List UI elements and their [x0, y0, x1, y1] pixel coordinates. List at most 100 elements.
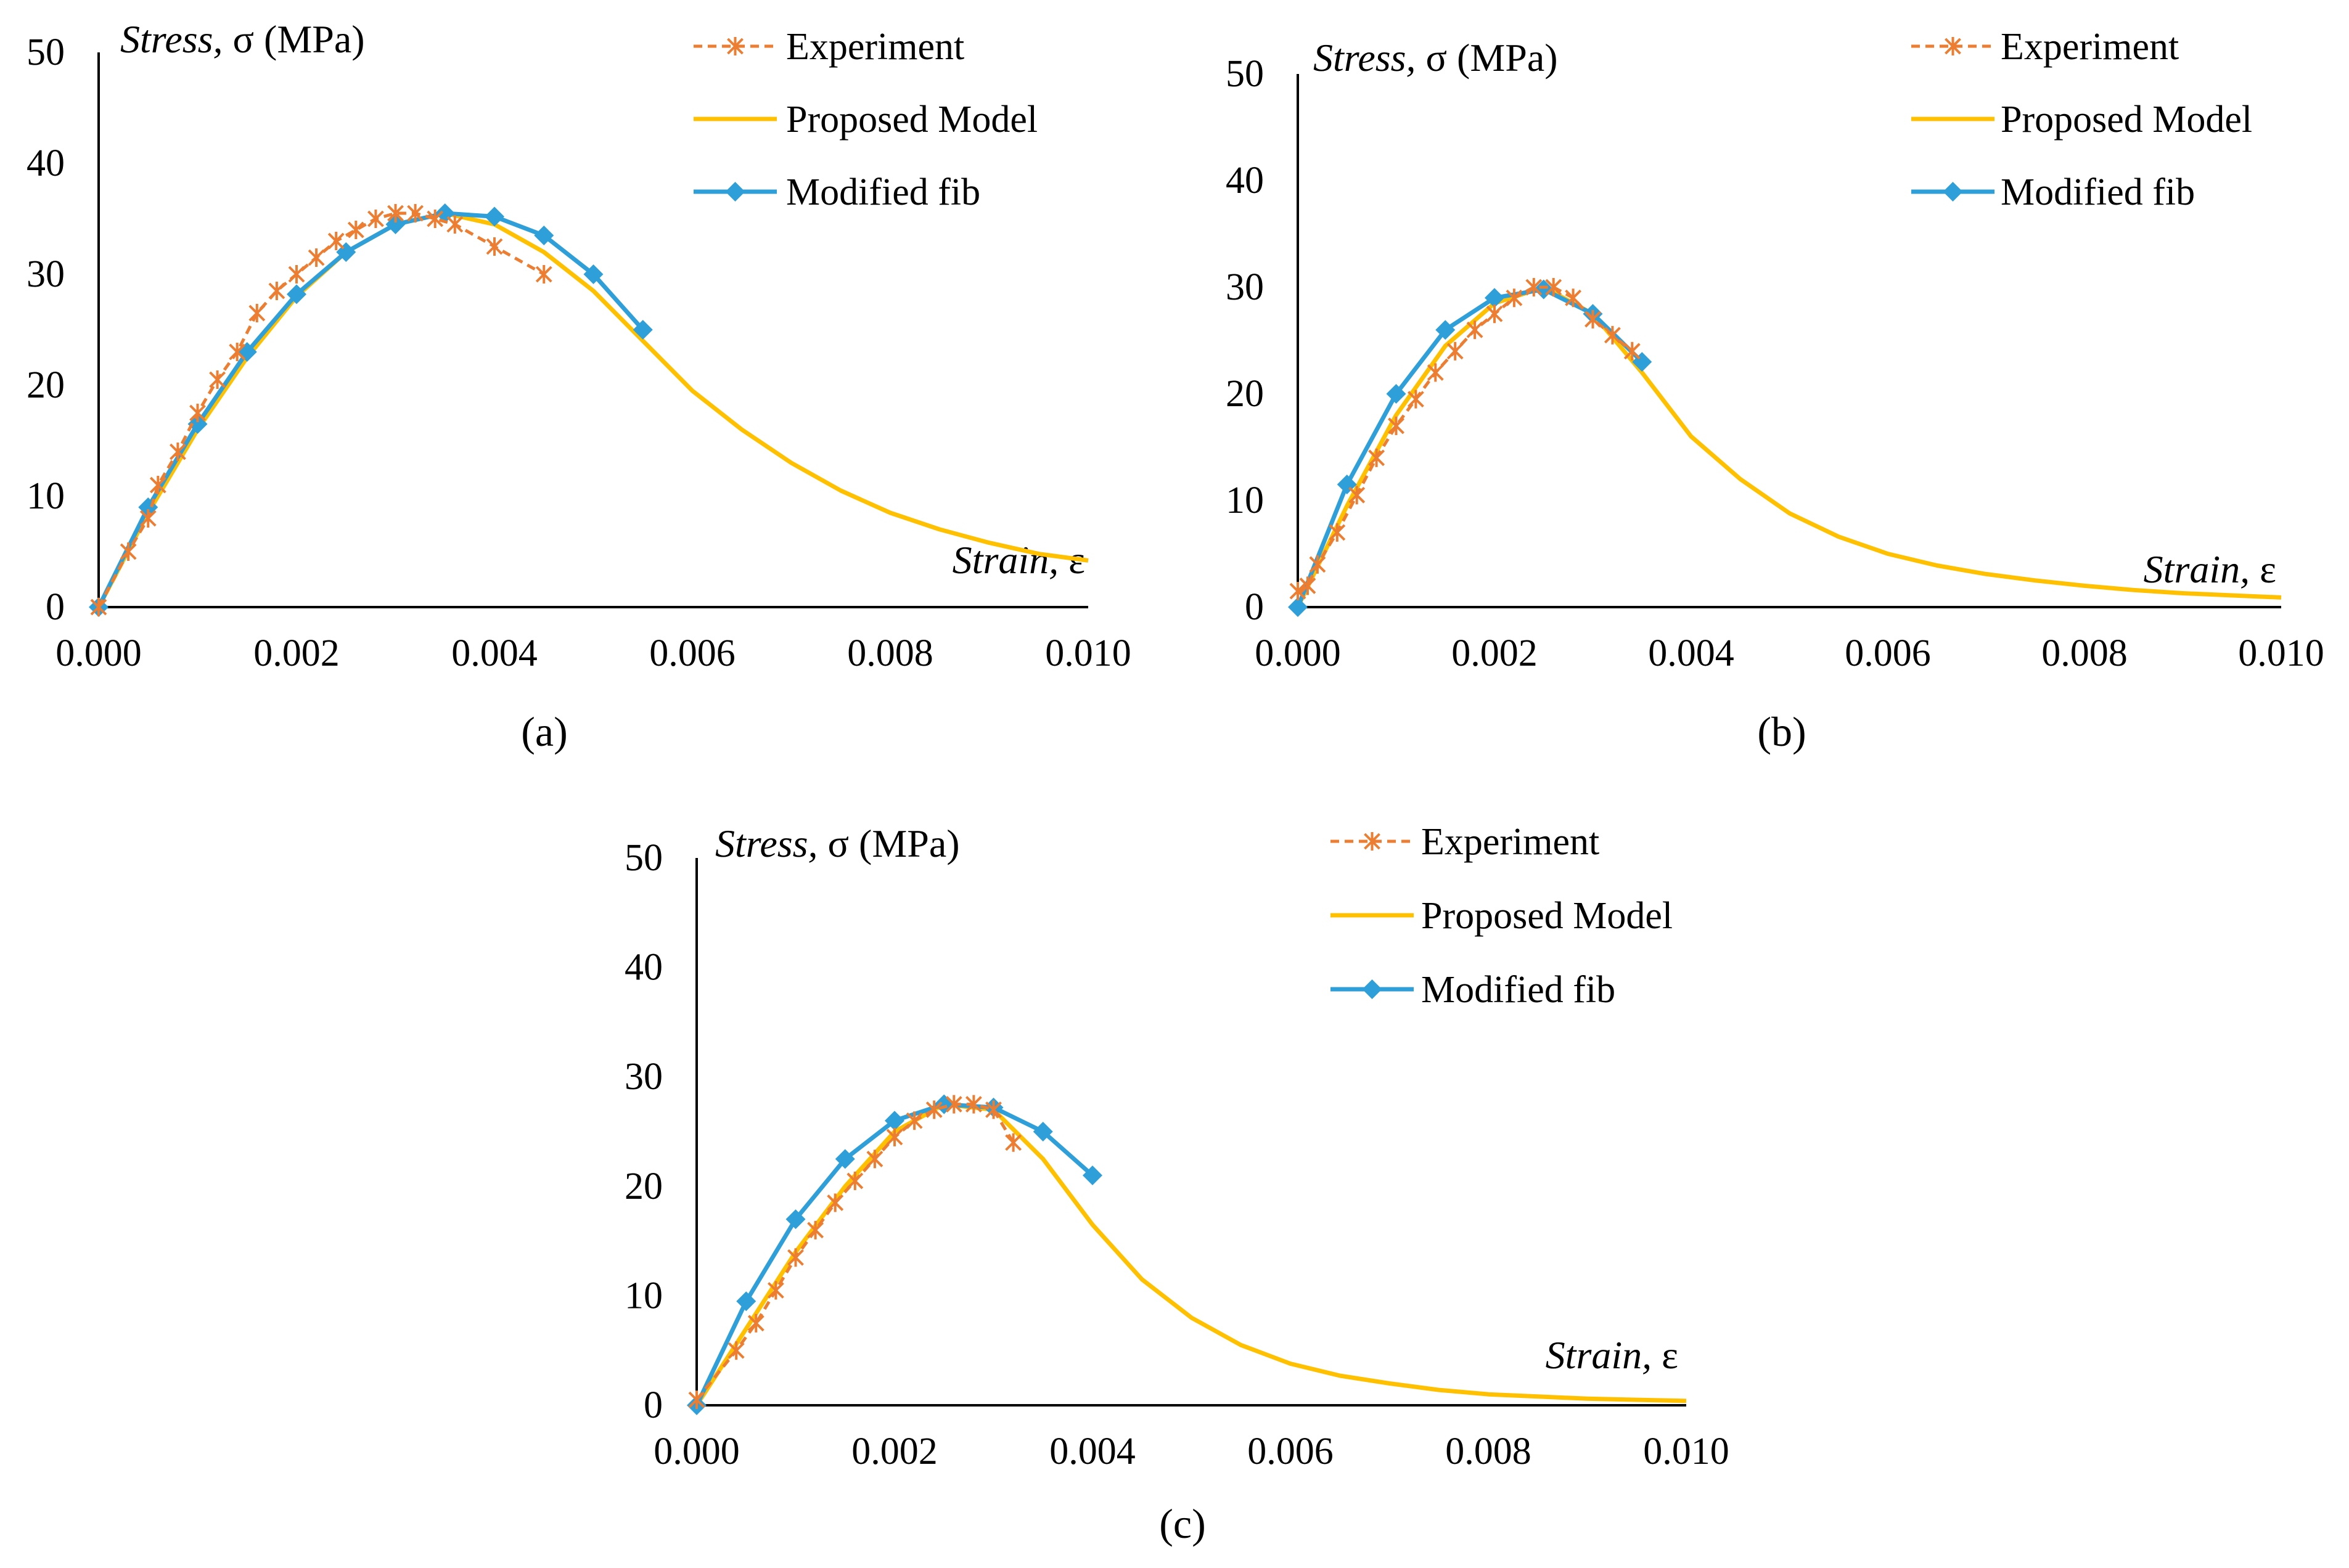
experiment-point — [288, 265, 305, 284]
legend-modified-label: Modified fib — [786, 171, 980, 213]
y-tick-label: 0 — [644, 1384, 663, 1426]
x-tick-label: 0.002 — [253, 632, 340, 674]
experiment-point — [1329, 523, 1346, 542]
modified-fib-point — [835, 1149, 855, 1169]
experiment-point — [1407, 390, 1424, 409]
y-tick-label: 0 — [1245, 586, 1264, 628]
experiment-point — [1005, 1133, 1022, 1152]
experiment-point — [728, 1341, 745, 1360]
experiment-point — [886, 1127, 903, 1146]
experiment-point — [747, 1313, 765, 1333]
panel-label: (b) — [1757, 708, 1806, 755]
legend-experiment-label: Experiment — [2001, 26, 2179, 68]
legend-experiment-label: Experiment — [1421, 821, 1599, 863]
legend-modified-fib-marker — [725, 182, 745, 202]
modified-fib-point — [1533, 279, 1554, 300]
modified-fib-point — [485, 206, 504, 227]
modified-fib-point — [583, 264, 604, 284]
x-tick-label: 0.008 — [847, 632, 933, 674]
y-tick-label: 50 — [625, 837, 663, 879]
y-tick-label: 40 — [625, 947, 663, 989]
modified-fib-point — [885, 1111, 904, 1131]
legend-modified-fib-marker — [1943, 182, 1963, 202]
legend: Experiment Proposed Model Modified fib — [1330, 821, 1673, 1011]
x-tick-label: 0.010 — [1643, 1431, 1729, 1472]
y-tick-label: 40 — [27, 142, 65, 184]
x-tick-label: 0.008 — [2041, 632, 2128, 674]
experiment-point — [945, 1095, 962, 1114]
y-tick-label: 30 — [1226, 266, 1264, 308]
panel-a: 0 10 20 30 40 50 0.000 0.002 0.004 0.006 0.008 0.01… — [27, 17, 1131, 755]
experiment-point — [1506, 288, 1523, 308]
experiment-point — [1565, 288, 1582, 308]
experiment-point — [387, 204, 404, 223]
experiment-point — [866, 1149, 883, 1169]
legend: Experiment Proposed Model Modified fib — [694, 26, 1038, 213]
proposed-series-line — [1295, 285, 2282, 608]
experiment-point — [209, 370, 226, 389]
experiment-point — [827, 1193, 844, 1212]
modified-series-line — [1295, 287, 1644, 608]
x-axis-title: Strain, ε — [2144, 547, 2276, 591]
experiment-point — [486, 237, 503, 256]
x-tick-label: 0.000 — [55, 632, 142, 674]
experiment-point — [1427, 363, 1444, 382]
experiment-point — [688, 1390, 705, 1410]
y-tick-label: 50 — [1226, 53, 1264, 95]
modified-fib-point — [736, 1291, 756, 1312]
panel-c: 0 10 20 30 40 50 0.000 0.002 0.004 0.006 0.008 0.01… — [625, 821, 1729, 1547]
experiment-point — [120, 542, 137, 561]
experiment-point — [906, 1111, 923, 1130]
modified-fib-point — [534, 226, 554, 245]
modified-fib-point — [785, 1209, 806, 1230]
x-tick-label: 0.006 — [1845, 632, 1931, 674]
x-tick-label: 0.008 — [1445, 1431, 1531, 1472]
experiment-point — [1368, 448, 1385, 467]
x-tick-label: 0.004 — [1049, 1431, 1136, 1472]
y-tick-label: 10 — [1226, 480, 1264, 521]
experiment-point — [327, 232, 345, 250]
experiment-point — [535, 265, 552, 284]
experiment-point — [1466, 321, 1483, 340]
experiment-point — [767, 1281, 784, 1300]
x-tick-label: 0.004 — [1648, 632, 1734, 674]
experiment-point — [787, 1248, 804, 1267]
experiment-point — [90, 598, 107, 616]
experiment-point — [1623, 341, 1641, 361]
legend-proposed-label: Proposed Model — [786, 99, 1038, 141]
x-axis-title: Strain, ε — [953, 538, 1085, 582]
panel-label: (a) — [521, 708, 567, 755]
y-axis-title: Stress, σ (MPa) — [1313, 36, 1558, 80]
x-axis-title: Strain, ε — [1546, 1333, 1678, 1377]
panel-label: (c) — [1159, 1500, 1205, 1547]
experiment-point — [169, 443, 186, 461]
experiment-point — [1584, 309, 1601, 329]
experiment-point — [925, 1100, 943, 1119]
y-tick-label: 50 — [27, 31, 65, 73]
modified-series-line — [96, 211, 645, 608]
x-tick-label: 0.006 — [649, 632, 736, 674]
x-tick-label: 0.000 — [654, 1431, 740, 1472]
experiment-point — [446, 215, 464, 234]
x-tick-label: 0.000 — [1255, 632, 1341, 674]
modified-fib-point — [1083, 1166, 1102, 1186]
legend-experiment-marker — [1945, 37, 1961, 55]
experiment-point — [847, 1171, 864, 1190]
experiment-point — [807, 1220, 824, 1239]
experiment-point — [427, 210, 444, 228]
legend: Experiment Proposed Model Modified fib — [1911, 26, 2252, 213]
panel-b: 0 10 20 30 40 50 0.000 0.002 0.004 0.006 0.008 0.01… — [1226, 26, 2324, 755]
x-tick-label: 0.002 — [851, 1431, 938, 1472]
experiment-point — [248, 304, 266, 322]
experiment-point — [1486, 304, 1503, 324]
experiment-point — [1604, 325, 1621, 345]
experiment-point — [407, 204, 424, 223]
x-tick-label: 0.010 — [2238, 632, 2324, 674]
x-tick-label: 0.002 — [1451, 632, 1538, 674]
y-tick-label: 20 — [1226, 373, 1264, 415]
modified-fib-point — [1485, 288, 1504, 308]
experiment-point — [268, 282, 285, 300]
y-tick-label: 30 — [27, 253, 65, 295]
experiment-point — [985, 1100, 1002, 1119]
